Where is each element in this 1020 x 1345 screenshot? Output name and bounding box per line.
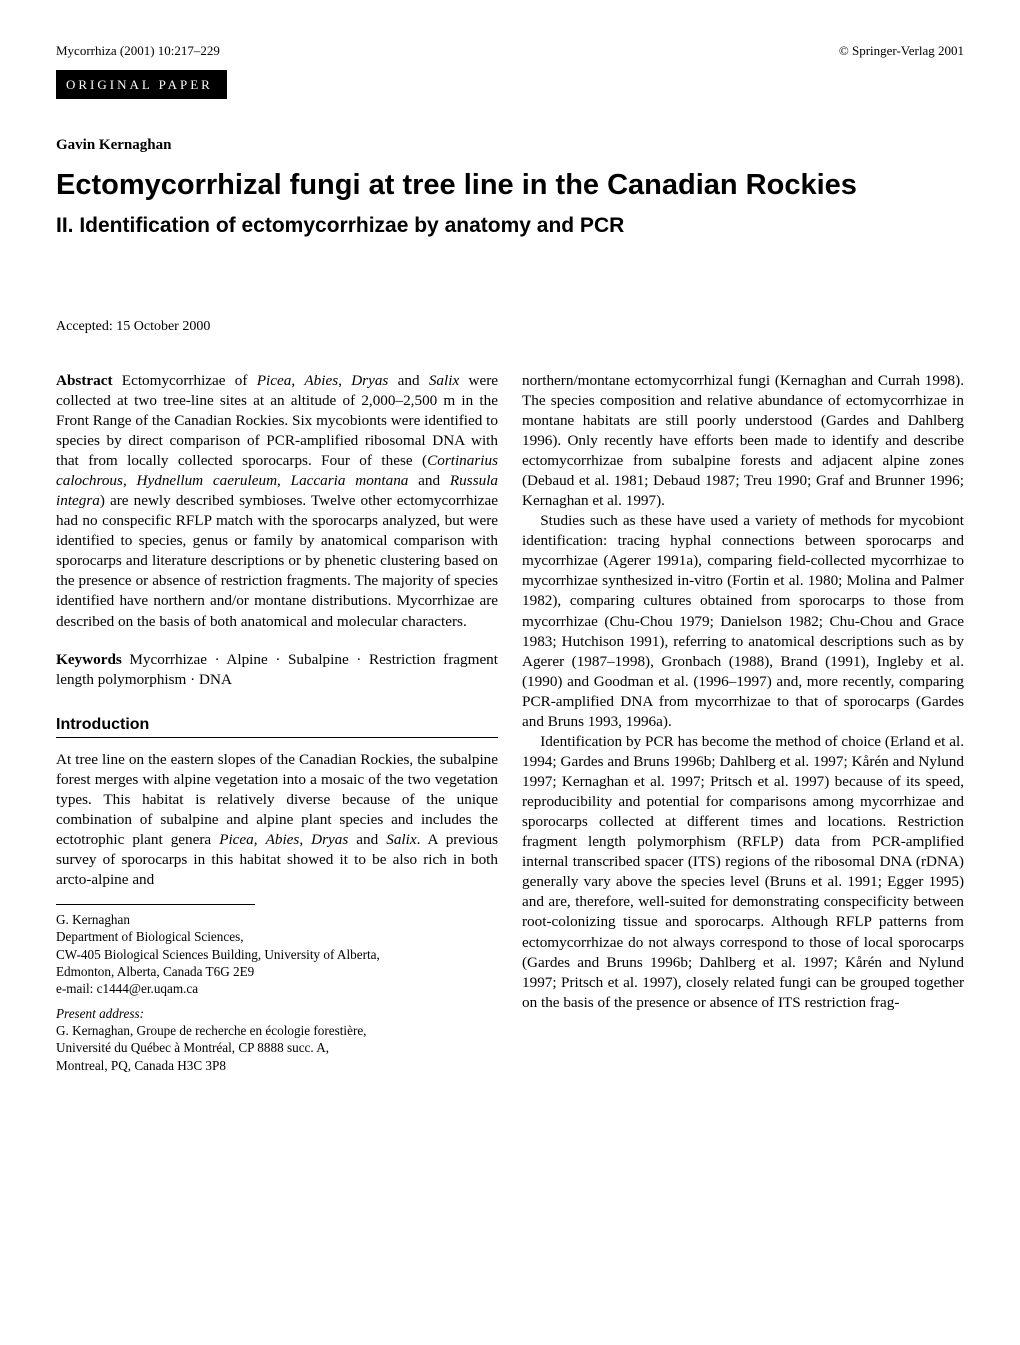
journal-citation: Mycorrhiza (2001) 10:217–229 xyxy=(56,42,220,60)
present-address-line-2: Université du Québec à Montréal, CP 8888… xyxy=(56,1039,498,1056)
keywords-block: Keywords Mycorrhizae · Alpine · Subalpin… xyxy=(56,650,498,690)
running-header: Mycorrhiza (2001) 10:217–229 © Springer-… xyxy=(56,42,964,60)
article-title: Ectomycorrhizal fungi at tree line in th… xyxy=(56,169,964,202)
copyright-line: © Springer-Verlag 2001 xyxy=(839,42,964,60)
author-footnote-2: Present address: G. Kernaghan, Groupe de… xyxy=(56,1005,498,1074)
footnote-department: Department of Biological Sciences, xyxy=(56,928,498,945)
footnote-address-2: Edmonton, Alberta, Canada T6G 2E9 xyxy=(56,963,498,980)
article-subtitle: II. Identification of ectomycorrhizae by… xyxy=(56,213,964,238)
footnote-author-name: G. Kernaghan xyxy=(56,911,498,928)
two-column-body: Abstract Ectomycorrhizae of Picea, Abies… xyxy=(56,371,964,1074)
present-address-lead: Present address: xyxy=(56,1005,498,1022)
footnote-email: e-mail: c1444@er.uqam.ca xyxy=(56,980,498,997)
intro-paragraph-1: At tree line on the eastern slopes of th… xyxy=(56,750,498,890)
author-name: Gavin Kernaghan xyxy=(56,135,964,155)
col2-paragraph-3: Identification by PCR has become the met… xyxy=(522,732,964,1013)
keywords-lead: Keywords xyxy=(56,651,122,668)
abstract-text: Ectomycorrhizae of Picea, Abies, Dryas a… xyxy=(56,372,498,630)
present-address-line-3: Montreal, PQ, Canada H3C 3P8 xyxy=(56,1057,498,1074)
accepted-date: Accepted: 15 October 2000 xyxy=(56,318,964,337)
section-heading-introduction: Introduction xyxy=(56,714,498,738)
article-type-badge: ORIGINAL PAPER xyxy=(56,70,227,100)
author-footnote-1: G. Kernaghan Department of Biological Sc… xyxy=(56,911,498,997)
right-column: northern/montane ectomycorrhizal fungi (… xyxy=(522,371,964,1074)
col2-paragraph-1: northern/montane ectomycorrhizal fungi (… xyxy=(522,371,964,511)
left-column: Abstract Ectomycorrhizae of Picea, Abies… xyxy=(56,371,498,1074)
abstract-lead: Abstract xyxy=(56,372,113,389)
col2-paragraph-2: Studies such as these have used a variet… xyxy=(522,511,964,732)
present-address-line-1: G. Kernaghan, Groupe de recherche en éco… xyxy=(56,1022,498,1039)
footnote-rule xyxy=(56,904,255,905)
abstract-paragraph: Abstract Ectomycorrhizae of Picea, Abies… xyxy=(56,371,498,632)
footnote-address-1: CW-405 Biological Sciences Building, Uni… xyxy=(56,946,498,963)
keywords-text: Mycorrhizae · Alpine · Subalpine · Restr… xyxy=(56,651,498,688)
